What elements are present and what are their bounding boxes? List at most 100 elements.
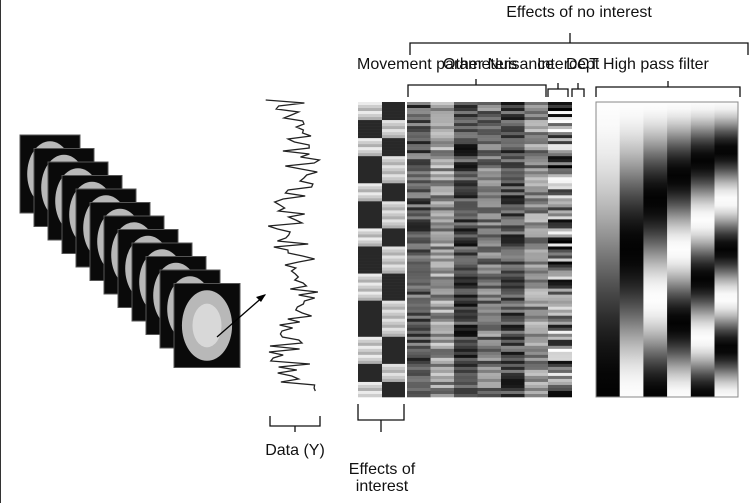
cell (430, 210, 455, 214)
cell (382, 132, 405, 136)
cell (548, 345, 572, 350)
cell (382, 222, 405, 226)
cell (548, 360, 572, 365)
cell (382, 174, 405, 178)
cell (407, 135, 431, 139)
cell (477, 192, 502, 196)
cell (454, 369, 478, 374)
cell (548, 333, 572, 338)
cell (358, 351, 382, 356)
cell (407, 345, 431, 350)
cell (524, 378, 549, 383)
cell (407, 174, 431, 178)
cell (501, 111, 525, 115)
cell (430, 246, 455, 250)
cell (358, 303, 382, 307)
cell (407, 273, 431, 277)
cell (382, 294, 405, 298)
cell (501, 162, 525, 166)
cell (477, 147, 502, 151)
cell (501, 306, 525, 311)
cell (407, 333, 431, 338)
dct-column (596, 102, 620, 397)
cell (477, 171, 502, 175)
cell (477, 234, 502, 238)
cell (524, 237, 549, 241)
cell (454, 249, 478, 253)
cell (524, 144, 549, 148)
cell (477, 333, 502, 338)
cell (430, 303, 455, 307)
cell (430, 144, 455, 148)
cell (477, 327, 502, 332)
cell (382, 252, 405, 256)
cell (407, 186, 431, 190)
cell (501, 309, 525, 314)
cell (382, 231, 405, 235)
cell (454, 318, 478, 323)
group-label: Other Nuisance (443, 56, 554, 73)
cell (501, 159, 525, 163)
cell (407, 291, 431, 295)
cell (407, 234, 431, 238)
cell (407, 222, 431, 226)
cell (358, 153, 382, 157)
cell (524, 174, 549, 178)
cell (454, 174, 478, 178)
cell (501, 246, 525, 250)
cell (501, 357, 525, 362)
cell (358, 252, 382, 256)
cell (382, 219, 405, 223)
cell (501, 297, 525, 301)
cell (501, 168, 525, 172)
cell (430, 378, 455, 383)
cell (358, 285, 382, 289)
cell (501, 273, 525, 277)
cell (382, 345, 405, 350)
cell (548, 264, 572, 268)
cell (477, 372, 502, 377)
cell (358, 219, 382, 223)
cell (407, 132, 431, 136)
cell (454, 327, 478, 332)
cell (454, 387, 478, 392)
cell (382, 195, 405, 199)
cell (501, 138, 525, 142)
cell (501, 372, 525, 377)
cell (548, 255, 572, 259)
cell (358, 318, 382, 323)
cell (382, 390, 405, 395)
cell (407, 267, 431, 271)
cell (501, 180, 525, 184)
cell (477, 270, 502, 274)
cell (358, 267, 382, 271)
cell (548, 273, 572, 277)
cell (382, 306, 405, 311)
cell (524, 141, 549, 145)
cell (501, 282, 525, 286)
cell (524, 156, 549, 160)
cell (524, 273, 549, 277)
cell (454, 315, 478, 320)
cell (501, 201, 525, 205)
cell (477, 132, 502, 136)
cell (382, 138, 405, 142)
cell (524, 330, 549, 335)
cell (501, 375, 525, 380)
cell (501, 150, 525, 154)
cell (501, 243, 525, 247)
cell (501, 165, 525, 169)
cell (382, 198, 405, 202)
cell (454, 141, 478, 145)
cell (407, 120, 431, 124)
cell (524, 111, 549, 115)
cell (430, 288, 455, 292)
cell (454, 192, 478, 196)
cell (430, 192, 455, 196)
cell (358, 189, 382, 193)
cell (524, 183, 549, 187)
cell (454, 204, 478, 208)
cell (524, 387, 549, 392)
cell (501, 381, 525, 386)
cell (524, 270, 549, 274)
